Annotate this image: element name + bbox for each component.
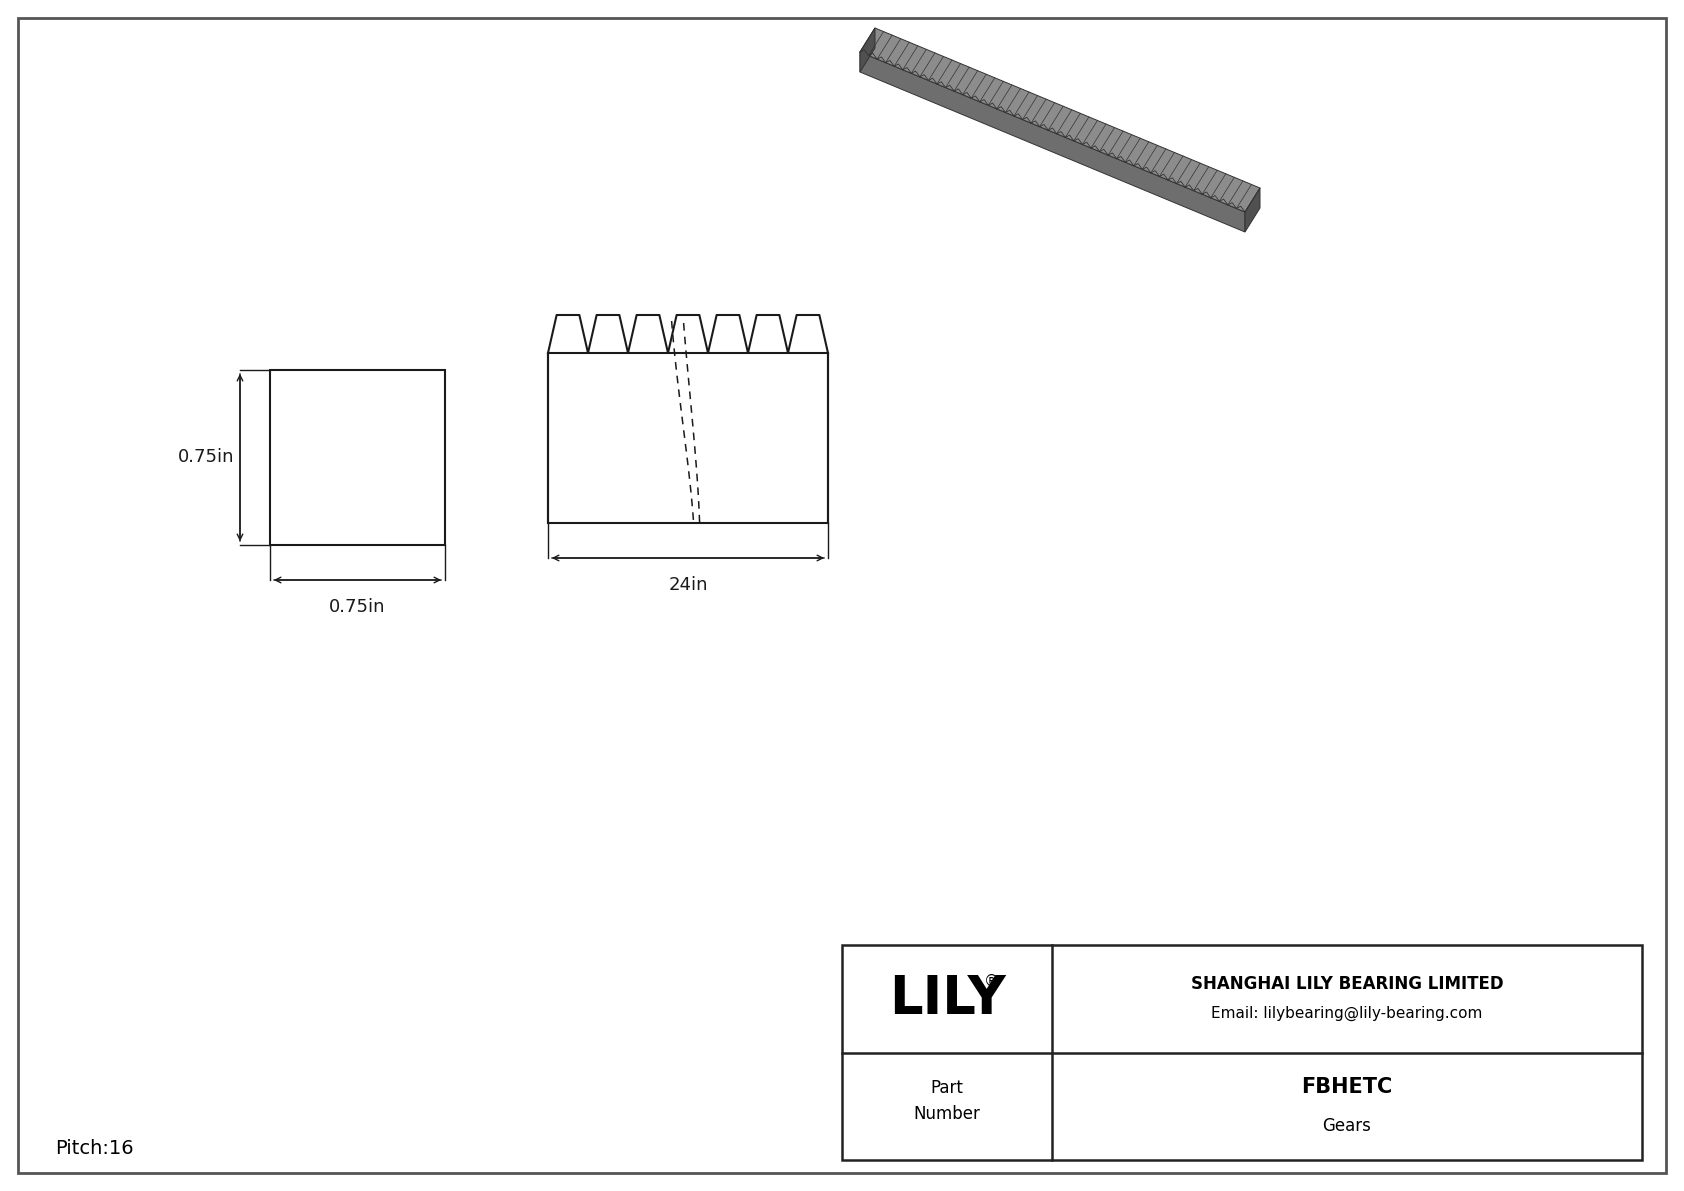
Bar <box>269 370 445 545</box>
Text: SHANGHAI LILY BEARING LIMITED: SHANGHAI LILY BEARING LIMITED <box>1191 974 1504 993</box>
Text: Part
Number: Part Number <box>913 1079 980 1123</box>
Polygon shape <box>1244 188 1260 232</box>
Bar <box>547 353 829 523</box>
Text: LILY: LILY <box>889 973 1005 1024</box>
Text: ®: ® <box>983 974 999 990</box>
Text: Email: lilybearing@lily-bearing.com: Email: lilybearing@lily-bearing.com <box>1211 1006 1482 1022</box>
Polygon shape <box>861 29 876 71</box>
Text: FBHETC: FBHETC <box>1302 1077 1393 1097</box>
Bar <box>842 944 1642 1160</box>
Polygon shape <box>861 29 1260 212</box>
Text: 0.75in: 0.75in <box>177 449 234 467</box>
Text: 24in: 24in <box>669 576 707 594</box>
Text: Gears: Gears <box>1322 1117 1371 1135</box>
Text: Pitch:16: Pitch:16 <box>56 1139 133 1158</box>
Polygon shape <box>861 52 1244 232</box>
Text: 0.75in: 0.75in <box>330 598 386 616</box>
